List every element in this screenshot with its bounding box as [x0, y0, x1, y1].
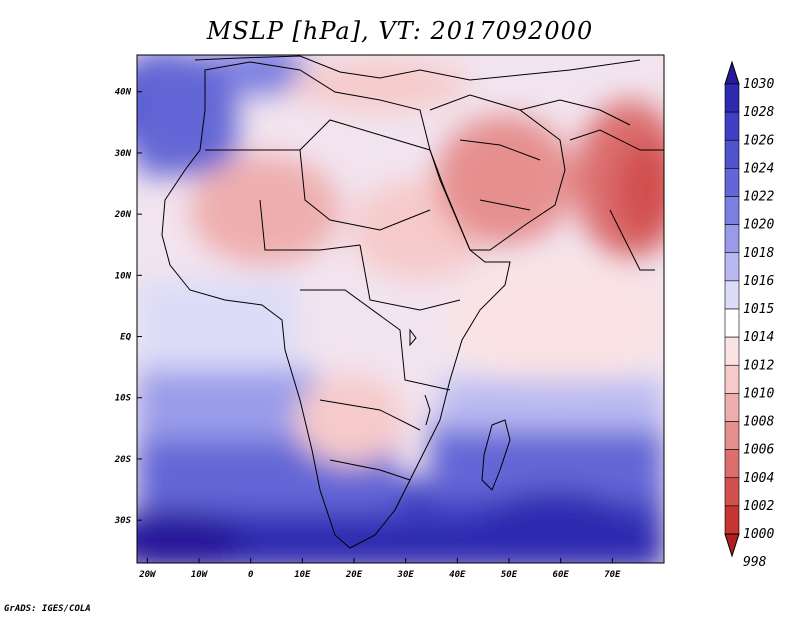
colorbar-swatch — [724, 421, 740, 450]
lon-tick-label: 20W — [138, 570, 157, 580]
lon-tick-label: 70E — [604, 570, 621, 580]
colorbar-label: 998 — [743, 555, 767, 570]
credit-label: GrADS: IGES/COLA — [4, 604, 91, 614]
colorbar-label: 1018 — [743, 246, 774, 261]
colorbar-swatch — [724, 393, 740, 422]
lon-tick-label: 20E — [345, 570, 363, 580]
colorbar-label: 1030 — [743, 77, 774, 92]
colorbar: 1030 1028 1026 1024 1022 1020 1018 1016 1015 1014… — [724, 60, 774, 570]
lon-tick-label: 10W — [191, 570, 209, 580]
colorbar-swatch — [724, 139, 740, 169]
lat-tick-label: 30S — [114, 516, 132, 526]
colorbar-swatch — [724, 168, 740, 197]
colorbar-label: 1008 — [743, 415, 774, 430]
colorbar-swatch — [724, 111, 740, 141]
colorbar-label: 1002 — [743, 499, 774, 514]
colorbar-swatch — [724, 505, 740, 535]
plot-frame — [136, 54, 665, 564]
lon-tick-label: 10E — [294, 570, 311, 580]
colorbar-label: 1010 — [743, 386, 774, 401]
lon-tick-label: 50E — [501, 570, 518, 580]
colorbar-swatch — [724, 196, 740, 225]
lon-tick-label: 30E — [397, 570, 415, 580]
pressure-shading — [137, 55, 664, 563]
colorbar-label: 1012 — [743, 358, 774, 373]
lat-tick-label: 10S — [115, 394, 132, 404]
pressure-field — [137, 55, 664, 563]
colorbar-label: 1022 — [743, 190, 774, 205]
colorbar-swatch — [724, 477, 740, 507]
map-title: MSLP [hPa], VT: 2017092000 — [206, 17, 594, 45]
lon-tick-label: 60E — [553, 570, 570, 580]
colorbar-label: 1024 — [743, 161, 774, 176]
colorbar-bottom-arrow — [724, 533, 740, 558]
longitude-axis: 20W 10W 0 10E 20E 30E 40E 50E 60E 70E — [138, 558, 621, 580]
colorbar-swatch — [724, 308, 740, 338]
colorbar-swatch — [724, 280, 740, 310]
colorbar-swatch — [724, 336, 740, 366]
colorbar-label: 1026 — [743, 133, 774, 148]
colorbar-swatch — [724, 224, 740, 254]
colorbar-label: 1020 — [743, 218, 774, 233]
colorbar-label: 1000 — [743, 527, 774, 542]
colorbar-label: 1004 — [743, 471, 774, 486]
colorbar-swatch — [724, 364, 740, 394]
colorbar-label: 1016 — [743, 274, 774, 289]
latitude-axis: 40N 30N 20N 10N EQ 10S 20S 30S — [114, 88, 142, 526]
colorbar-label: 1006 — [743, 443, 774, 458]
colorbar-label: 1015 — [743, 302, 774, 317]
lon-tick-label: 40E — [449, 570, 466, 580]
colorbar-swatch — [724, 252, 740, 282]
colorbar-swatch — [724, 83, 740, 113]
lat-tick-label: 20S — [114, 455, 132, 465]
lat-tick-label: EQ — [120, 333, 131, 343]
colorbar-swatch — [724, 449, 740, 479]
lat-tick-label: 40N — [115, 88, 132, 98]
colorbar-top-arrow — [724, 60, 740, 85]
lat-tick-label: 10N — [115, 271, 132, 281]
colorbar-label: 1014 — [743, 330, 774, 345]
lon-tick-label: 0 — [248, 570, 254, 580]
coastlines — [161, 55, 664, 549]
colorbar-label: 1028 — [743, 105, 774, 120]
lat-tick-label: 20N — [114, 210, 132, 220]
lat-tick-label: 30N — [114, 149, 132, 159]
